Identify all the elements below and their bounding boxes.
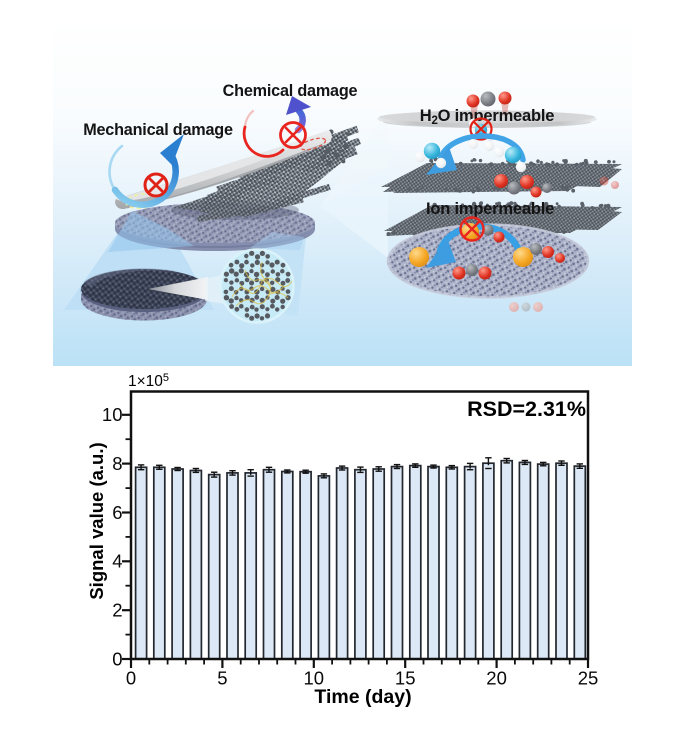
svg-text:10: 10 — [304, 668, 325, 689]
svg-text:0: 0 — [112, 648, 122, 669]
svg-text:H2O impermeable: H2O impermeable — [420, 107, 555, 127]
svg-text:Ion impermeable: Ion impermeable — [426, 200, 554, 218]
svg-text:25: 25 — [578, 668, 599, 689]
svg-text:1×105: 1×105 — [128, 372, 169, 390]
svg-text:Mechanical damage: Mechanical damage — [83, 121, 233, 139]
svg-text:15: 15 — [395, 668, 416, 689]
svg-text:2: 2 — [112, 600, 122, 621]
svg-text:10: 10 — [102, 404, 123, 425]
svg-text:4: 4 — [112, 551, 122, 572]
svg-text:RSD=2.31%: RSD=2.31% — [467, 397, 586, 421]
svg-text:0: 0 — [126, 668, 136, 689]
svg-text:8: 8 — [112, 453, 122, 474]
svg-text:20: 20 — [486, 668, 507, 689]
svg-text:Chemical damage: Chemical damage — [223, 82, 358, 100]
svg-text:Time (day): Time (day) — [314, 686, 411, 708]
svg-text:5: 5 — [217, 668, 227, 689]
svg-text:6: 6 — [112, 502, 122, 523]
svg-text:Signal value (a.u.): Signal value (a.u.) — [86, 442, 107, 599]
